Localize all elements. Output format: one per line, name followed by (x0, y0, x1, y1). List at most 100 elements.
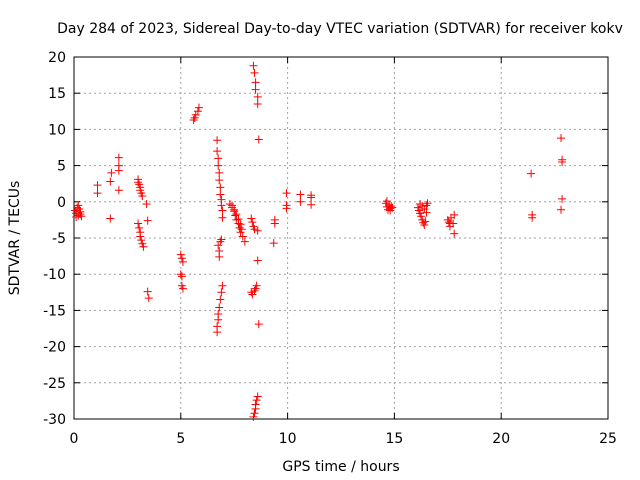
data-point-marker (93, 189, 102, 198)
data-point-marker (176, 250, 185, 259)
data-point-marker (296, 197, 305, 206)
data-point-marker (450, 210, 459, 219)
data-point-marker (248, 218, 257, 227)
data-point-marker (250, 68, 259, 77)
data-point-marker (387, 202, 396, 211)
data-point-marker (307, 193, 316, 202)
data-point-marker (416, 199, 425, 208)
data-point-marker (76, 210, 85, 219)
data-point-marker (106, 214, 115, 223)
data-point-marker (176, 270, 185, 279)
data-point-marker (143, 287, 152, 296)
data-point-marker (270, 219, 279, 228)
data-point-marker (296, 190, 305, 199)
data-point-marker (194, 103, 203, 112)
data-point-marker (421, 217, 430, 226)
data-point-marker (234, 215, 243, 224)
data-point-marker (558, 194, 567, 203)
x-tick-label: 15 (385, 431, 403, 447)
data-point-marker (215, 176, 224, 185)
data-point-marker (250, 225, 259, 234)
data-point-marker (114, 153, 123, 162)
data-point-marker (143, 216, 152, 225)
data-point-marker (189, 115, 198, 124)
x-tick-label: 25 (599, 431, 617, 447)
data-point-marker (142, 199, 151, 208)
data-point-marker (106, 177, 115, 186)
y-tick-label: 15 (48, 86, 66, 102)
data-point-marker (238, 232, 247, 241)
data-point-marker (216, 295, 225, 304)
data-point-marker (253, 392, 262, 401)
data-point-marker (218, 206, 227, 215)
data-point-marker (217, 235, 226, 244)
y-tick-label: 10 (48, 122, 66, 138)
data-point-marker (230, 205, 239, 214)
data-point-marker (216, 183, 225, 192)
data-point-marker (254, 320, 263, 329)
data-point-marker (235, 223, 244, 232)
data-point-marker (215, 168, 224, 177)
data-point-marker (214, 161, 223, 170)
data-point-marker (420, 220, 429, 229)
data-point-marker (134, 219, 143, 228)
data-point-marker (251, 85, 260, 94)
data-point-marker (218, 281, 227, 290)
data-point-marker (253, 226, 262, 235)
data-point-marker (249, 412, 258, 421)
data-point-marker (282, 189, 291, 198)
data-point-marker (253, 92, 262, 101)
data-point-marker (213, 322, 222, 331)
data-point-marker (557, 134, 566, 143)
data-point-marker (557, 205, 566, 214)
data-point-marker (139, 242, 148, 251)
data-point-marker (252, 396, 261, 405)
data-point-marker (215, 303, 224, 312)
data-point-marker (138, 192, 147, 201)
data-point-marker (250, 409, 259, 418)
data-point-marker (527, 169, 536, 178)
data-point-marker (193, 107, 202, 116)
axis-ticks: 0 5 10 15 20 25 -30 -25 -20 -15 -10 -5 0 5 10 15 20 (43, 50, 617, 447)
data-point-marker (93, 181, 102, 190)
data-point-marker (383, 205, 392, 214)
data-point-marker (74, 211, 83, 220)
data-point-marker (444, 218, 453, 227)
data-point-marker (558, 157, 567, 166)
data-point-marker (253, 100, 262, 109)
y-tick-label: -10 (43, 267, 66, 283)
y-tick-label: -25 (43, 376, 66, 392)
data-point-marker (232, 210, 241, 219)
data-point-marker (449, 219, 458, 228)
data-point-marker (247, 214, 256, 223)
data-point-marker (217, 201, 226, 210)
data-point-marker (253, 256, 262, 265)
data-point-marker (417, 212, 426, 221)
data-point-marker (249, 61, 258, 70)
data-point-marker (237, 225, 246, 234)
grid-lines (74, 57, 608, 419)
data-point-marker (137, 236, 146, 245)
data-point-marker (214, 154, 223, 163)
data-point-marker (307, 200, 316, 209)
data-point-marker (107, 168, 116, 177)
data-point-marker (422, 201, 431, 210)
data-point-marker (225, 199, 234, 208)
x-tick-label: 0 (70, 431, 79, 447)
x-axis-label: GPS time / hours (282, 459, 399, 475)
data-point-marker (422, 208, 431, 217)
data-point-marker (228, 201, 237, 210)
y-tick-label: 0 (57, 195, 66, 211)
data-point-marker (216, 237, 225, 246)
data-point-marker (191, 110, 200, 119)
data-point-marker (217, 288, 226, 297)
data-point-marker (74, 201, 83, 210)
data-point-marker (177, 254, 186, 263)
data-point-marker (177, 272, 186, 281)
data-point-marker (213, 147, 222, 156)
data-point-marker (282, 204, 291, 213)
data-point-marker (450, 229, 459, 238)
data-point-marker (135, 223, 144, 232)
data-point-marker (528, 213, 537, 222)
y-tick-label: 5 (57, 159, 66, 175)
